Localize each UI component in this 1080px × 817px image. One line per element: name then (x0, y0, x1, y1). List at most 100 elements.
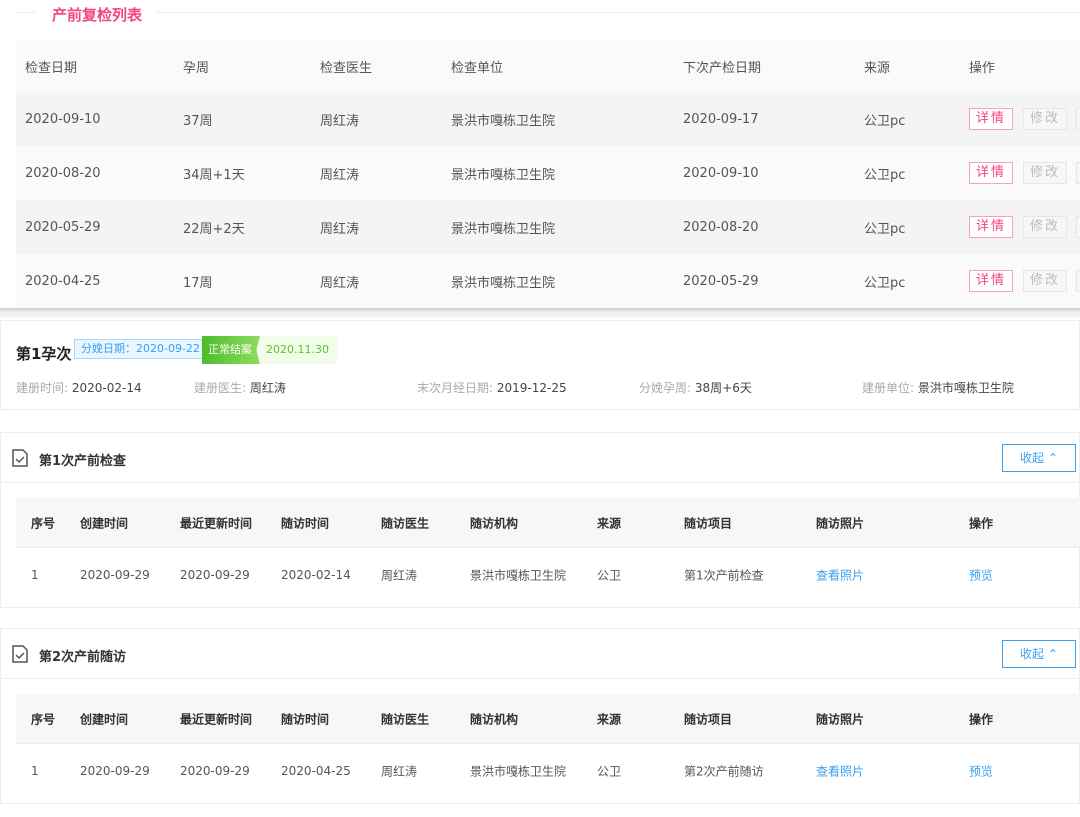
collapse-button[interactable]: 收起 ⌃ (1002, 640, 1076, 668)
detail-button[interactable]: 详情 (969, 270, 1013, 292)
column-header: 孕周 (183, 60, 210, 76)
table-cell: 第2次产前随访 (684, 764, 764, 779)
column-header: 序号 (31, 712, 56, 726)
meta-label: 分娩孕周: (639, 381, 692, 395)
table-cell: 第1次产前检查 (684, 568, 764, 583)
document-check-icon (12, 645, 28, 663)
table-cell: 2020-05-29 (25, 219, 101, 235)
table-cell: 景洪市嘎栋卫生院 (470, 764, 567, 779)
meta-item: 末次月经日期: 2019-12-25 (417, 379, 567, 396)
more-button[interactable] (1076, 108, 1080, 130)
pregnancy-name: 第1孕次 (16, 345, 72, 363)
detail-button[interactable]: 详情 (969, 216, 1013, 238)
detail-button[interactable]: 详情 (969, 162, 1013, 184)
more-button[interactable] (1076, 216, 1080, 238)
table-cell: 周红涛 (320, 275, 360, 291)
table-cell: 37周 (183, 113, 213, 129)
recheck-table: 检查日期 孕周 检查医生 检查单位 下次产检日期 来源 操作 2020-09-10 37周 周红涛… (16, 40, 1080, 308)
preview-link[interactable]: 预览 (969, 764, 994, 779)
status-label: 正常结案 (202, 336, 260, 364)
table-cell: 2020-09-29 (80, 568, 150, 582)
table-cell: 公卫pc (864, 167, 906, 183)
chevron-up-icon: ⌃ (1047, 451, 1058, 465)
meta-item: 建册单位: 景洪市嘎栋卫生院 (862, 379, 1014, 396)
meta-value: 2019-12-25 (496, 381, 567, 395)
table-row: 2020-05-29 22周+2天 周红涛 景洪市嘎栋卫生院 2020-08-20 公卫p… (16, 200, 1080, 254)
meta-item: 建册时间: 2020-02-14 (16, 379, 142, 396)
table-cell: 2020-08-20 (25, 165, 101, 181)
section-1: 第1次产前检查 收起 ⌃ 序号 创建时间 最近更新时间 随访时间 随访医生 随访机构 来源 随… (0, 432, 1080, 608)
collapse-label: 收起 (1020, 451, 1045, 465)
edit-button[interactable]: 修改 (1023, 270, 1067, 292)
pregnancy-card: 第1孕次 分娩日期：2020-09-22 正常结案 2020.11.30 建册时… (0, 320, 1080, 410)
table-cell: 2020-09-29 (80, 764, 150, 778)
column-header: 来源 (597, 712, 622, 726)
edit-button[interactable]: 修改 (1023, 162, 1067, 184)
edit-button[interactable]: 修改 (1023, 216, 1067, 238)
meta-value: 38周+6天 (694, 381, 752, 395)
column-header: 随访机构 (470, 712, 519, 726)
view-photo-link[interactable]: 查看照片 (816, 764, 865, 779)
table-cell: 周红涛 (320, 113, 360, 129)
list-title: 产前复检列表 (52, 6, 143, 24)
column-header: 操作 (969, 516, 994, 530)
table-row: 1 2020-09-29 2020-09-29 2020-04-25 周红涛 景洪市嘎栋卫… (16, 744, 1080, 798)
delivery-date-tag: 分娩日期：2020-09-22 (74, 339, 207, 359)
column-header: 来源 (864, 60, 891, 76)
table-cell: 2020-05-29 (683, 273, 759, 289)
divider (156, 12, 1080, 13)
column-header: 创建时间 (80, 712, 129, 726)
detail-button[interactable]: 详情 (969, 108, 1013, 130)
table-cell: 1 (31, 568, 39, 582)
more-button[interactable] (1076, 270, 1080, 292)
column-header: 随访照片 (816, 516, 865, 530)
table-cell: 公卫 (597, 764, 622, 779)
collapse-label: 收起 (1020, 647, 1045, 661)
more-button[interactable] (1076, 162, 1080, 184)
column-header: 来源 (597, 516, 622, 530)
status-date: 2020.11.30 (260, 336, 337, 364)
table-cell: 22周+2天 (183, 221, 245, 237)
column-header: 随访时间 (281, 516, 330, 530)
table-row: 2020-08-20 34周+1天 周红涛 景洪市嘎栋卫生院 2020-09-10 公卫p… (16, 146, 1080, 200)
table-cell: 2020-09-17 (683, 111, 759, 127)
table-cell: 周红涛 (320, 221, 360, 237)
column-header: 随访医生 (381, 712, 430, 726)
table-cell: 景洪市嘎栋卫生院 (451, 167, 556, 183)
column-header: 创建时间 (80, 516, 129, 530)
table-row: 1 2020-09-29 2020-09-29 2020-02-14 周红涛 景洪市嘎栋卫… (16, 548, 1080, 602)
chevron-up-icon: ⌃ (1047, 647, 1058, 661)
section-title: 第2次产前随访 (39, 650, 127, 665)
collapse-button[interactable]: 收起 ⌃ (1002, 444, 1076, 472)
table-cell: 周红涛 (320, 167, 360, 183)
table-cell: 景洪市嘎栋卫生院 (470, 568, 567, 583)
table-header: 检查日期 孕周 检查医生 检查单位 下次产检日期 来源 操作 (16, 40, 1080, 92)
document-check-icon (12, 449, 28, 467)
column-header: 下次产检日期 (683, 60, 762, 76)
table-cell: 17周 (183, 275, 213, 291)
column-header: 操作 (969, 712, 994, 726)
preview-link[interactable]: 预览 (969, 568, 994, 583)
meta-label: 建册时间: (16, 381, 69, 395)
divider (14, 12, 36, 13)
table-cell: 2020-09-29 (180, 764, 250, 778)
list-title-bar: 产前复检列表 (0, 0, 1080, 30)
column-header: 随访照片 (816, 712, 865, 726)
column-header: 随访时间 (281, 712, 330, 726)
view-photo-link[interactable]: 查看照片 (816, 568, 865, 583)
table-cell: 景洪市嘎栋卫生院 (451, 113, 556, 129)
meta-value: 景洪市嘎栋卫生院 (917, 381, 1014, 395)
section-header: 第1次产前检查 收起 ⌃ (1, 433, 1079, 483)
column-header: 随访项目 (684, 712, 733, 726)
column-header: 随访医生 (381, 516, 430, 530)
table-cell: 周红涛 (381, 568, 418, 583)
status-badge: 正常结案 2020.11.30 (202, 336, 337, 364)
edit-button[interactable]: 修改 (1023, 108, 1067, 130)
table-cell: 周红涛 (381, 764, 418, 779)
meta-item: 建册医生: 周红涛 (194, 379, 286, 396)
table-cell: 公卫 (597, 568, 622, 583)
table-row: 2020-04-25 17周 周红涛 景洪市嘎栋卫生院 2020-05-29 公卫pc 详情… (16, 254, 1080, 308)
table-cell: 2020-08-20 (683, 219, 759, 235)
column-header: 随访机构 (470, 516, 519, 530)
table-cell: 公卫pc (864, 275, 906, 291)
